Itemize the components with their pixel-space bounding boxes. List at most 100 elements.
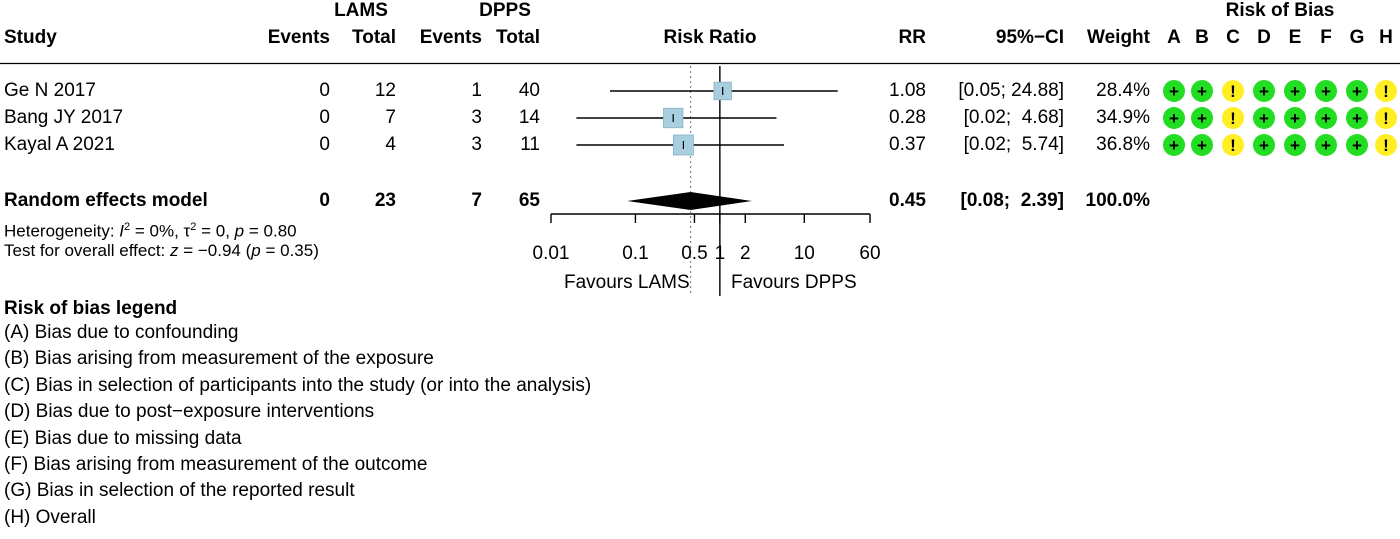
svg-text:+: +	[1290, 109, 1300, 128]
study-weight: 36.8%	[1096, 134, 1150, 155]
header-rr: RR	[898, 27, 926, 48]
low-risk-icon: +	[1253, 134, 1275, 156]
study-total-1: 12	[374, 80, 396, 101]
pooled-name: Random effects model	[4, 190, 208, 211]
study-events-2: 3	[471, 107, 482, 128]
study-total-2: 40	[518, 80, 540, 101]
some-concerns-icon: !	[1375, 80, 1397, 102]
study-ci: [0.02; 5.74]	[963, 134, 1064, 155]
low-risk-icon: +	[1284, 134, 1306, 156]
study-ci: [0.05; 24.88]	[958, 80, 1064, 101]
low-risk-icon: +	[1346, 80, 1368, 102]
x-tick-label: 0.1	[622, 243, 648, 264]
x-tick-label: 2	[740, 243, 751, 264]
rob-domain-header-g: G	[1349, 27, 1365, 48]
study-events-2: 1	[471, 80, 482, 101]
study-total-2: 14	[518, 107, 540, 128]
pooled-total-1: 23	[374, 190, 396, 211]
low-risk-icon: +	[1253, 80, 1275, 102]
svg-text:+: +	[1197, 136, 1207, 155]
study-rr: 0.37	[889, 134, 926, 155]
rob-domain-header-e: E	[1288, 27, 1302, 48]
study-weight: 28.4%	[1096, 80, 1150, 101]
pooled-weight: 100.0%	[1085, 190, 1150, 211]
rob-legend-item: (E) Bias due to missing data	[4, 427, 242, 449]
rob-domain-header-f: F	[1320, 27, 1332, 48]
rob-legend-title: Risk of bias legend	[4, 298, 178, 319]
rob-domain-header-b: B	[1195, 27, 1209, 48]
header-events-2: Events	[419, 27, 482, 48]
svg-text:!: !	[1383, 82, 1389, 101]
header-ci: 95%−CI	[995, 27, 1064, 48]
x-tick-label: 1	[715, 243, 726, 264]
low-risk-icon: +	[1191, 134, 1213, 156]
x-tick-label: 0.01	[533, 243, 570, 264]
low-risk-icon: +	[1191, 80, 1213, 102]
rob-legend-item: (A) Bias due to confounding	[4, 322, 239, 343]
rob-legend-item: (B) Bias arising from measurement of the…	[4, 348, 434, 370]
low-risk-icon: +	[1315, 80, 1337, 102]
header-total-2: Total	[496, 27, 540, 48]
low-risk-icon: +	[1284, 107, 1306, 129]
low-risk-icon: +	[1163, 80, 1185, 102]
low-risk-icon: +	[1191, 107, 1213, 129]
study-events-2: 3	[471, 134, 482, 155]
some-concerns-icon: !	[1222, 107, 1244, 129]
study-rr: 1.08	[889, 80, 926, 101]
low-risk-icon: +	[1315, 134, 1337, 156]
header-events-1: Events	[267, 27, 330, 48]
pooled-diamond	[627, 192, 752, 210]
study-events-1: 0	[319, 134, 330, 155]
low-risk-icon: +	[1253, 107, 1275, 129]
svg-text:+: +	[1169, 109, 1179, 128]
svg-text:+: +	[1352, 109, 1362, 128]
svg-text:+: +	[1197, 109, 1207, 128]
study-events-1: 0	[319, 107, 330, 128]
svg-text:+: +	[1290, 82, 1300, 101]
favours-right: Favours DPPS	[731, 272, 857, 293]
x-tick-label: 10	[794, 243, 815, 264]
svg-text:+: +	[1321, 109, 1331, 128]
rob-domain-header-h: H	[1379, 27, 1393, 48]
some-concerns-icon: !	[1375, 134, 1397, 156]
study-events-1: 0	[319, 80, 330, 101]
low-risk-icon: +	[1346, 107, 1368, 129]
study-name: Kayal A 2021	[4, 134, 115, 155]
svg-text:!: !	[1230, 82, 1236, 101]
study-total-1: 7	[385, 107, 396, 128]
header-group2: DPPS	[479, 0, 531, 21]
svg-text:!: !	[1230, 136, 1236, 155]
svg-text:+: +	[1352, 82, 1362, 101]
header-risk-of-bias: Risk of Bias	[1225, 0, 1335, 21]
svg-text:+: +	[1197, 82, 1207, 101]
study-name: Bang JY 2017	[4, 107, 124, 128]
low-risk-icon: +	[1284, 80, 1306, 102]
study-ci: [0.02; 4.68]	[963, 107, 1064, 128]
pooled-events-2: 7	[471, 190, 482, 211]
svg-text:!: !	[1230, 109, 1236, 128]
svg-text:+: +	[1321, 136, 1331, 155]
favours-left: Favours LAMS	[564, 272, 690, 293]
svg-text:+: +	[1352, 136, 1362, 155]
study-total-2: 11	[520, 134, 540, 155]
rob-legend-item: (C) Bias in selection of participants in…	[4, 374, 592, 396]
low-risk-icon: +	[1346, 134, 1368, 156]
svg-text:+: +	[1321, 82, 1331, 101]
svg-text:!: !	[1383, 136, 1389, 155]
some-concerns-icon: !	[1222, 134, 1244, 156]
header-total-1: Total	[352, 27, 396, 48]
rob-legend-item: (F) Bias arising from measurement of the…	[4, 454, 428, 475]
rob-domain-header-a: A	[1167, 27, 1181, 48]
pooled-ci: [0.08; 2.39]	[960, 190, 1065, 211]
svg-text:+: +	[1169, 82, 1179, 101]
some-concerns-icon: !	[1375, 107, 1397, 129]
rob-legend-item: (G) Bias in selection of the reported re…	[4, 480, 355, 502]
study-total-1: 4	[385, 134, 396, 155]
x-tick-label: 60	[859, 243, 880, 264]
study-weight: 34.9%	[1096, 107, 1150, 128]
pooled-total-2: 65	[518, 190, 540, 211]
svg-text:+: +	[1259, 136, 1269, 155]
rob-domain-header-c: C	[1226, 27, 1240, 48]
pooled-rr: 0.45	[889, 190, 926, 211]
